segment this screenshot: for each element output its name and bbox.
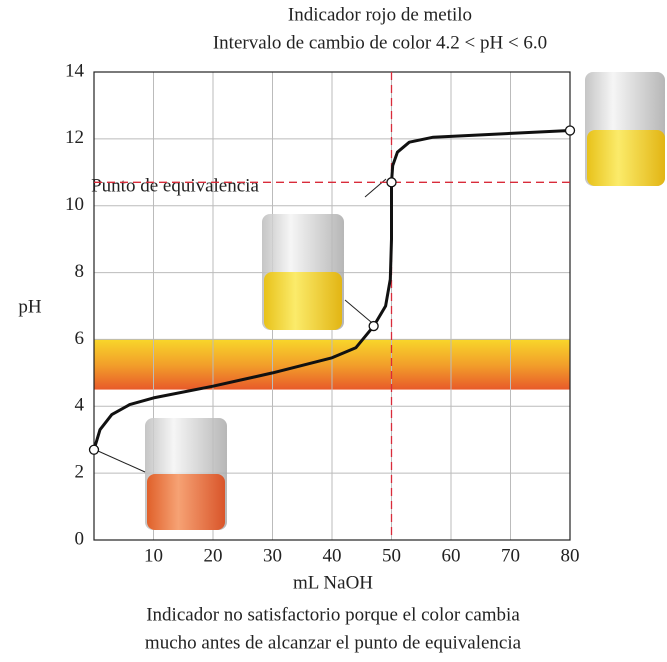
caption: Indicador no satisfactorio porque el col… xyxy=(146,604,520,625)
x-tick-label: 40 xyxy=(323,545,342,566)
beaker-liquid xyxy=(264,272,342,330)
y-tick-label: 12 xyxy=(65,127,84,148)
x-tick-label: 30 xyxy=(263,545,282,566)
y-tick-label: 8 xyxy=(75,261,85,282)
caption: mucho antes de alcanzar el punto de equi… xyxy=(145,632,522,653)
chart-title: Indicador rojo de metilo xyxy=(288,4,472,25)
curve-marker xyxy=(88,444,100,455)
beaker-liquid xyxy=(147,474,225,530)
chart-subtitle: Intervalo de cambio de color 4.2 < pH < … xyxy=(213,32,547,53)
x-tick-label: 60 xyxy=(442,545,461,566)
x-tick-label: 80 xyxy=(561,545,580,566)
y-tick-label: 14 xyxy=(65,60,85,81)
x-axis-label: mL NaOH xyxy=(293,572,373,593)
annotation: Punto de equivalencia xyxy=(91,175,259,196)
x-tick-label: 50 xyxy=(382,545,401,566)
curve-marker xyxy=(564,125,576,136)
plot-frame xyxy=(93,71,571,541)
y-axis-label: pH xyxy=(18,296,42,317)
x-tick-label: 10 xyxy=(144,545,163,566)
curve-marker xyxy=(386,177,397,188)
leader-line xyxy=(97,450,146,473)
leader-line xyxy=(344,299,372,323)
y-tick-label: 4 xyxy=(75,395,85,416)
beaker-liquid xyxy=(587,130,665,186)
y-tick-label: 6 xyxy=(75,328,85,349)
curve-marker xyxy=(368,320,379,332)
x-tick-label: 20 xyxy=(204,545,223,566)
beakers xyxy=(97,72,665,530)
x-tick-label: 70 xyxy=(501,545,520,566)
y-tick-label: 0 xyxy=(75,528,85,549)
y-tick-label: 2 xyxy=(75,462,85,483)
y-tick-label: 10 xyxy=(65,194,84,215)
